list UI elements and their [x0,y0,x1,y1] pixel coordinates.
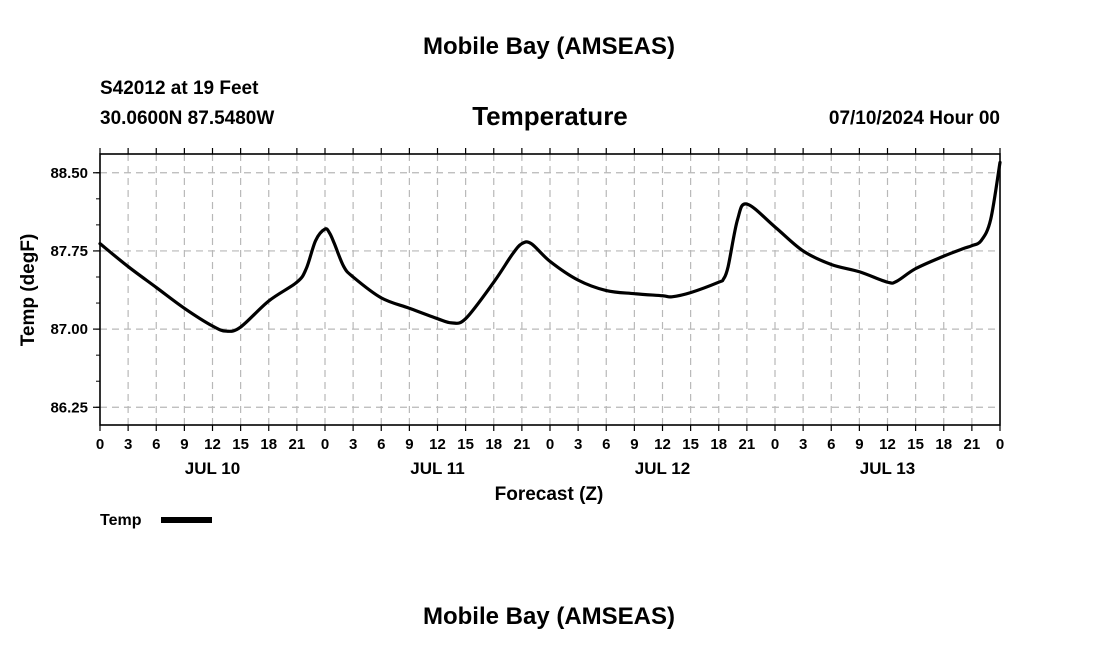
x-tick-label: 6 [152,436,160,453]
x-tick-label: 0 [996,436,1004,453]
station-label: S42012 at 19 Feet [100,78,259,99]
x-tick-label: 15 [682,436,699,453]
x-tick-label: 12 [429,436,446,453]
x-tick-label: 12 [654,436,671,453]
x-tick-label: 9 [855,436,863,453]
y-tick-label: 88.50 [50,165,88,182]
x-tick-label: 15 [907,436,924,453]
x-tick-label: 21 [739,436,756,453]
x-axis-ticks: 0 3 6 9 12 15 18 21 0 3 6 9 12 15 18 21 0 3 6 9 12 15 18 21 0 3 6 9… [96,148,1004,453]
x-tick-label: 18 [260,436,277,453]
y-tick-label: 87.00 [50,321,88,338]
x-tick-label: 12 [204,436,221,453]
day-label: JUL 10 [185,459,240,478]
series-layer [98,160,1002,333]
y-tick-label: 87.75 [50,243,88,260]
x-tick-label: 6 [827,436,835,453]
x-tick-label: 0 [771,436,779,453]
grid-lines [100,154,1000,425]
x-tick-label: 21 [964,436,981,453]
x-tick-label: 15 [457,436,474,453]
chart-title: Mobile Bay (AMSEAS) [423,33,675,60]
y-tick-label: 86.25 [50,399,88,416]
y-axis-label: Temp (degF) [18,234,39,347]
x-tick-label: 6 [602,436,610,453]
y-axis-ticks: 86.25 87.00 87.75 88.50 [50,165,100,416]
day-label: JUL 13 [860,459,915,478]
location-label: 30.0600N 87.5480W [100,108,274,129]
x-tick-label: 3 [799,436,807,453]
plot-frame [99,153,1001,426]
x-tick-label: 21 [514,436,531,453]
legend-label: Temp [100,512,142,529]
x-tick-label: 0 [96,436,104,453]
x-tick-label: 0 [546,436,554,453]
x-tick-label: 6 [377,436,385,453]
datetime-label: 07/10/2024 Hour 00 [829,108,1000,129]
footer-title: Mobile Bay (AMSEAS) [423,603,675,630]
day-label: JUL 11 [410,459,465,478]
x-tick-label: 0 [321,436,329,453]
x-tick-label: 21 [289,436,306,453]
day-label: JUL 12 [635,459,690,478]
variable-title: Temperature [472,101,628,131]
temp-series-line [98,160,1002,333]
x-tick-label: 18 [935,436,952,453]
x-axis-label: Forecast (Z) [495,484,604,505]
x-tick-label: 18 [485,436,502,453]
x-tick-label: 3 [124,436,132,453]
x-tick-label: 12 [879,436,896,453]
x-tick-label: 15 [232,436,249,453]
x-tick-label: 3 [574,436,582,453]
x-tick-label: 9 [180,436,188,453]
x-tick-label: 9 [630,436,638,453]
x-tick-label: 18 [710,436,727,453]
day-labels: JUL 10 JUL 11 JUL 12 JUL 13 [185,459,915,478]
x-tick-label: 3 [349,436,357,453]
x-tick-label: 9 [405,436,413,453]
